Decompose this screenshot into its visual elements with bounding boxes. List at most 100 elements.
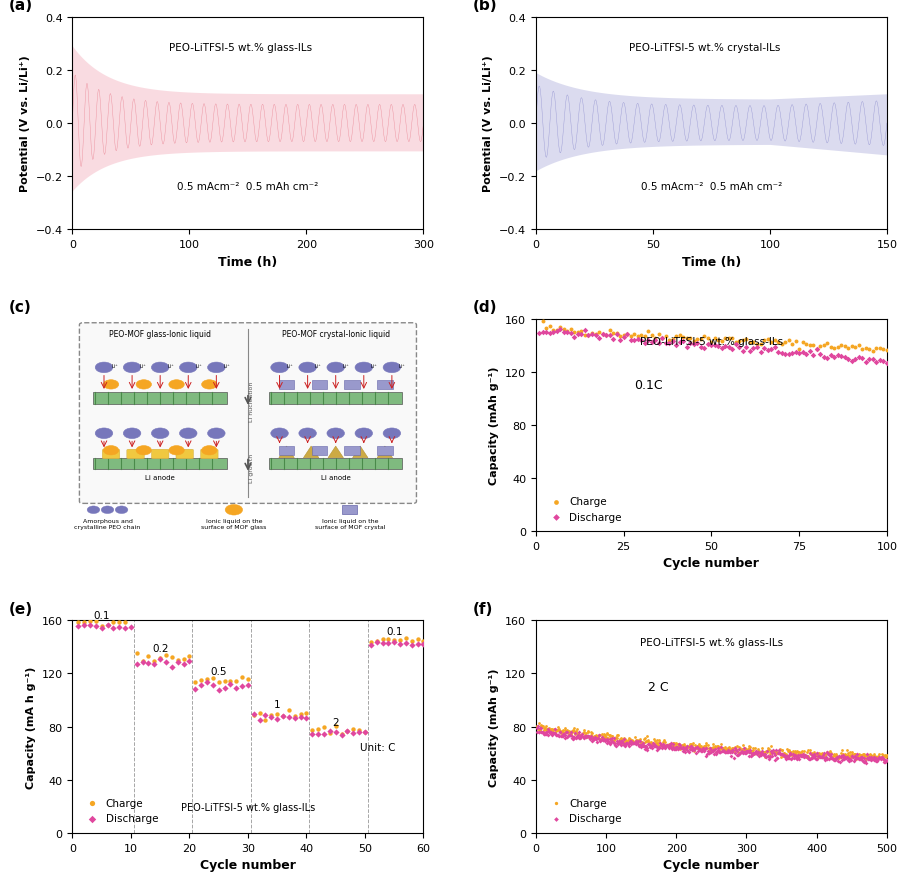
Charge [844, 745, 859, 759]
Charge [596, 731, 611, 745]
Discharge [785, 346, 799, 361]
Charge [158, 649, 173, 663]
Discharge [870, 754, 884, 768]
Discharge [761, 750, 776, 764]
Charge [691, 740, 705, 754]
Discharge [821, 747, 835, 761]
Discharge [674, 742, 689, 756]
Charge [863, 750, 878, 764]
Charge [738, 742, 753, 757]
Discharge [698, 742, 712, 756]
Charge [720, 741, 735, 755]
Charge [814, 747, 829, 761]
Discharge [376, 636, 390, 650]
Charge [537, 721, 551, 735]
Discharge [585, 328, 599, 342]
Discharge [288, 711, 302, 726]
Charge [824, 751, 839, 766]
Discharge [697, 742, 711, 757]
Discharge [634, 334, 648, 348]
Discharge [547, 726, 561, 740]
Discharge [530, 721, 545, 735]
Discharge [562, 728, 576, 742]
Charge [364, 635, 378, 649]
Charge [760, 333, 775, 347]
Discharge [879, 754, 893, 768]
Discharge [637, 739, 652, 753]
Discharge [767, 341, 782, 355]
Charge [726, 741, 740, 755]
Discharge [869, 355, 883, 369]
Discharge [626, 735, 641, 750]
Discharge [611, 737, 625, 751]
Discharge [665, 334, 680, 348]
Discharge [685, 740, 700, 754]
Charge [778, 336, 793, 350]
FancyBboxPatch shape [201, 450, 218, 459]
Legend: Charge, Discharge: Charge, Discharge [541, 493, 626, 526]
Discharge [574, 728, 588, 742]
Discharge [753, 746, 767, 760]
FancyBboxPatch shape [151, 450, 169, 459]
Charge [813, 746, 827, 760]
Charge [624, 734, 639, 748]
Discharge [593, 733, 607, 747]
Charge [797, 748, 812, 762]
Discharge [644, 336, 659, 350]
Charge [715, 334, 729, 348]
Discharge [784, 747, 798, 761]
Charge [340, 724, 355, 738]
Charge [153, 651, 167, 665]
Discharge [739, 744, 754, 758]
Charge [711, 739, 726, 753]
Charge [675, 738, 690, 752]
Circle shape [202, 446, 217, 455]
Discharge [730, 744, 745, 758]
Discharge [631, 734, 645, 749]
Charge [552, 724, 567, 738]
Charge [857, 748, 872, 762]
Charge [613, 330, 627, 344]
Discharge [643, 738, 657, 752]
Charge [862, 751, 877, 766]
Discharge [188, 682, 203, 696]
Charge [603, 728, 617, 742]
Charge [740, 745, 755, 759]
Charge [558, 725, 573, 739]
Charge [748, 744, 763, 758]
Charge [831, 341, 845, 355]
Charge [546, 724, 560, 738]
Discharge [855, 352, 870, 366]
Charge [697, 330, 711, 344]
Discharge [683, 337, 698, 351]
Charge [708, 332, 722, 346]
Discharge [645, 741, 660, 755]
Charge [624, 734, 638, 749]
Charge [376, 632, 390, 646]
Charge [822, 746, 836, 760]
Circle shape [327, 362, 345, 373]
Charge [762, 742, 776, 757]
Charge [650, 733, 664, 747]
Charge [778, 748, 793, 762]
Charge [636, 737, 651, 751]
Charge [750, 747, 765, 761]
Charge [659, 738, 673, 752]
Discharge [823, 750, 837, 764]
Charge [705, 741, 719, 755]
Discharge [752, 750, 767, 764]
Charge [784, 747, 798, 761]
Discharge [577, 323, 592, 338]
Discharge [609, 734, 624, 749]
Charge [674, 742, 689, 756]
FancyBboxPatch shape [279, 446, 294, 455]
Discharge [803, 345, 817, 359]
Discharge [687, 742, 701, 757]
Charge [773, 742, 787, 757]
Charge [808, 747, 823, 761]
Discharge [610, 736, 624, 750]
Discharge [806, 348, 821, 362]
Charge [844, 339, 859, 354]
Charge [640, 729, 654, 743]
Charge [594, 733, 608, 747]
